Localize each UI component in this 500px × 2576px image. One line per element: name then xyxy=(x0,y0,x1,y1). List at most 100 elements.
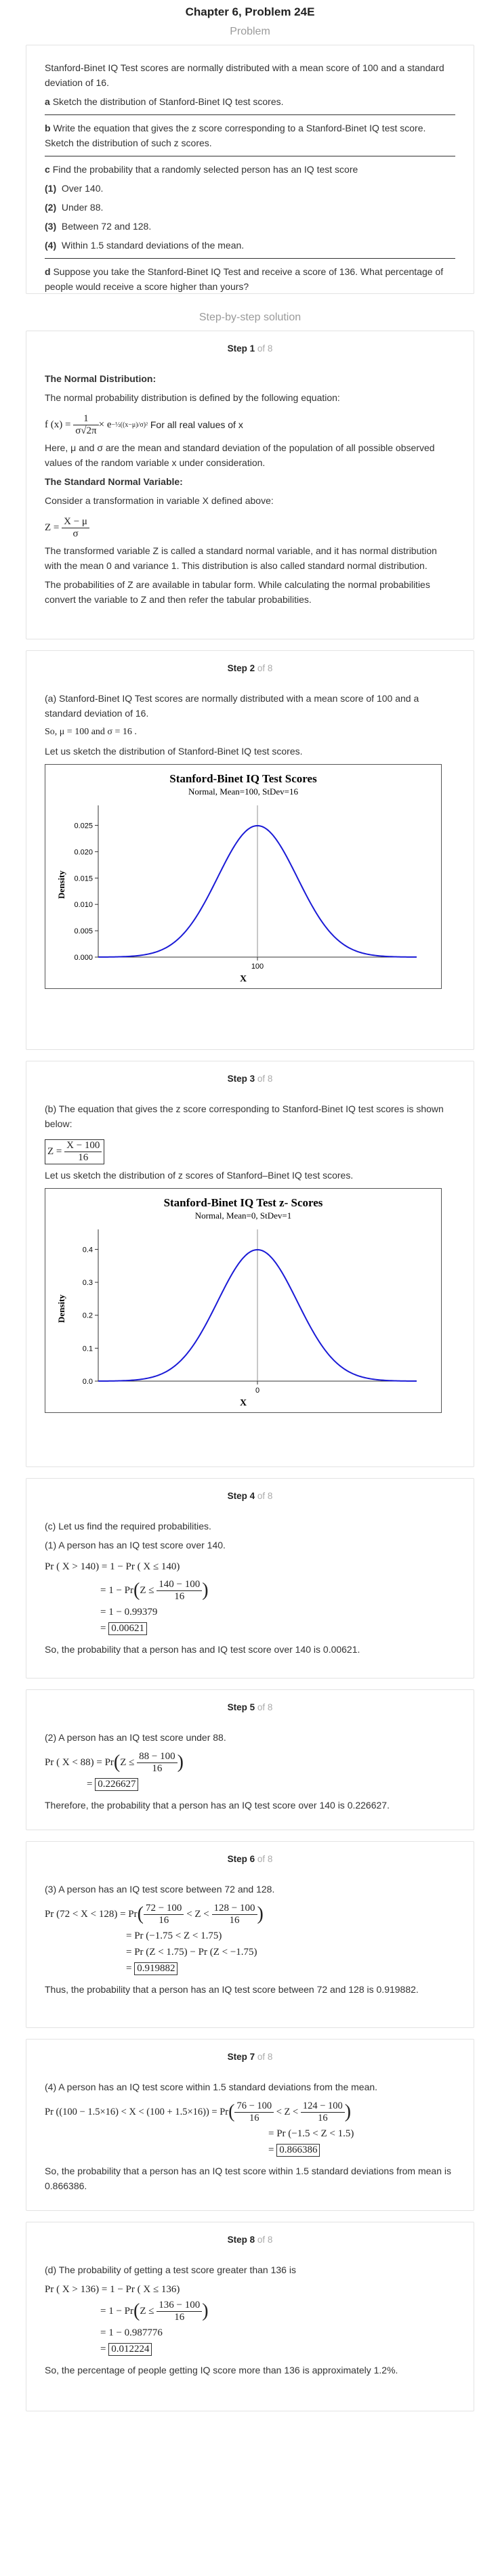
chart-subtitle: Normal, Mean=100, StDev=16 xyxy=(188,786,298,797)
x-axis-label: X xyxy=(240,1398,247,1408)
paren: ( xyxy=(228,2101,235,2122)
step-count: of 8 xyxy=(257,2052,273,2062)
eq-text: Z ≤ xyxy=(140,2305,154,2317)
step-text: (d) The probability of getting a test sc… xyxy=(45,2264,296,2275)
step-card-6: Step 6 of 8 (3) A person has an IQ test … xyxy=(26,1841,474,2028)
numerator: X − 100 xyxy=(64,1140,102,1152)
eq-line: = 0.866386 xyxy=(45,2142,455,2158)
y-axis-label: Density xyxy=(56,1294,66,1323)
numerator: 72 − 100 xyxy=(143,1903,184,1915)
denominator: 16 xyxy=(78,1152,89,1163)
y-tick-label: 0.020 xyxy=(74,848,93,856)
problem-part-d: d Suppose you take the Stanford-Binet IQ… xyxy=(45,264,455,294)
fraction: 128 − 100 16 xyxy=(211,1903,257,1926)
step-count: of 8 xyxy=(257,1854,273,1864)
eq-line: = 1 − Pr(Z ≤ 136 − 100 16) xyxy=(45,2298,455,2325)
step-text: The normal probability distribution is d… xyxy=(45,392,340,403)
denominator: 16 xyxy=(152,1762,163,1774)
iq-distribution-chart: Stanford-Binet IQ Test Scores Normal, Mea… xyxy=(45,764,442,989)
step-text: (b) The equation that gives the z score … xyxy=(45,1103,444,1129)
step-text: Here, μ and σ are the mean and standard … xyxy=(45,442,435,468)
eq-line: = 1 − Pr(Z ≤ 140 − 100 16) xyxy=(45,1577,455,1604)
numerator: 128 − 100 xyxy=(211,1903,257,1915)
item-text: Between 72 and 128. xyxy=(61,221,152,232)
eq-line: Pr ( X > 136) = 1 − Pr ( X ≤ 136) xyxy=(45,2283,180,2295)
problem-intro: Stanford-Binet IQ Test scores are normal… xyxy=(45,62,444,88)
eq-text: = 1 − Pr xyxy=(100,2305,134,2317)
y-tick-label: 0.3 xyxy=(83,1279,93,1287)
eq-line: = Pr (Z < 1.75) − Pr (Z < −1.75) xyxy=(126,1946,257,1958)
problem-card: Stanford-Binet IQ Test scores are normal… xyxy=(26,45,474,294)
step-text: (a) Stanford-Binet IQ Test scores are no… xyxy=(45,693,419,719)
step-text: So, the percentage of people getting IQ … xyxy=(45,2365,398,2376)
z-score-equation: Z = X − 100 16 xyxy=(45,1135,455,1168)
step-text: Therefore, the probability that a person… xyxy=(45,1800,390,1811)
z-distribution-chart: Stanford-Binet IQ Test z- Scores Normal, … xyxy=(45,1188,442,1413)
fraction: 1 σ√2π xyxy=(73,413,99,437)
y-tick-label: 0.0 xyxy=(83,1378,93,1386)
paren: ( xyxy=(133,2300,140,2321)
step-title: Step 3 of 8 xyxy=(45,1074,455,1084)
step-label: Step 6 xyxy=(227,1854,255,1864)
step-text: So, μ = 100 and σ = 16 . xyxy=(45,727,137,737)
fraction: 88 − 100 16 xyxy=(137,1751,178,1775)
normal-pdf-equation: f (x) = 1 σ√2π × e −½((x−μ)/σ)² For all re… xyxy=(45,409,455,440)
density-curve xyxy=(98,1248,417,1382)
boxed-answer: 0.00621 xyxy=(108,1622,147,1635)
step-text: So, the probability that a person has an… xyxy=(45,1644,360,1655)
divider xyxy=(45,114,455,115)
step-count: of 8 xyxy=(257,1702,273,1712)
step-text: (c) Let us find the required probabiliti… xyxy=(45,1521,211,1532)
divider xyxy=(45,258,455,259)
denominator: 16 xyxy=(174,2311,185,2323)
eq-line: Pr ( X < 88) = Pr(Z ≤ 88 − 100 16) xyxy=(45,1749,455,1776)
eq-line: = 1 − 0.987776 xyxy=(100,2327,163,2338)
y-axis-label: Density xyxy=(56,870,66,899)
eq-lhs: Z = xyxy=(47,1145,62,1157)
part-text: Write the equation that gives the z scor… xyxy=(45,123,426,148)
numerator: 1 xyxy=(73,413,99,425)
list-item: (4) Within 1.5 standard deviations of th… xyxy=(45,238,455,253)
step-text: Thus, the probability that a person has … xyxy=(45,1984,419,1995)
step-label: Step 7 xyxy=(227,2052,255,2062)
boxed-answer: 0.919882 xyxy=(134,1962,178,1975)
paren: ) xyxy=(344,2101,352,2122)
step-label: Step 4 xyxy=(227,1491,255,1501)
paren: ) xyxy=(257,1903,264,1924)
x-tick-label: 100 xyxy=(251,963,264,971)
boxed-answer: 0.012224 xyxy=(108,2342,152,2356)
step-text: (4) A person has an IQ test score within… xyxy=(45,2082,378,2092)
step-label: Step 5 xyxy=(227,1702,255,1712)
eq-line: Pr ( X > 140) = 1 − Pr ( X ≤ 140) xyxy=(45,1561,180,1572)
step-card-5: Step 5 of 8 (2) A person has an IQ test … xyxy=(26,1689,474,1830)
step-count: of 8 xyxy=(257,663,273,673)
step-subheading: The Standard Normal Variable: xyxy=(45,476,183,487)
step-label: Step 3 xyxy=(227,1074,255,1084)
paren: ( xyxy=(133,1580,140,1601)
numerator: 136 − 100 xyxy=(157,2300,203,2312)
eq-text: = 1 − Pr xyxy=(100,1584,134,1596)
fraction: 136 − 100 16 xyxy=(157,2300,203,2323)
part-text: Find the probability that a randomly sel… xyxy=(52,164,358,175)
paren: ) xyxy=(177,1752,184,1773)
eq-note: For all real values of x xyxy=(150,419,243,430)
eq-text: Pr ( X < 88) = Pr xyxy=(45,1756,114,1768)
paren: ) xyxy=(202,2300,209,2321)
step-title: Step 6 of 8 xyxy=(45,1854,455,1864)
problem-part-a: a Sketch the distribution of Stanford-Bi… xyxy=(45,94,455,109)
step-title: Step 8 of 8 xyxy=(45,2235,455,2245)
eq-text: Pr (72 < X < 128) = Pr xyxy=(45,1908,138,1920)
step-count: of 8 xyxy=(257,2235,273,2245)
list-item: (1) Over 140. xyxy=(45,181,455,196)
item-text: Within 1.5 standard deviations of the me… xyxy=(61,240,245,251)
eq-line: = 0.919882 xyxy=(45,1960,455,1977)
step-card-4: Step 4 of 8 (c) Let us find the required… xyxy=(26,1478,474,1678)
step-text: The transformed variable Z is called a s… xyxy=(45,545,437,571)
step-label: Step 2 xyxy=(227,663,255,673)
eq-exponent: −½((x−μ)/σ)² xyxy=(111,421,148,429)
step-label: Step 1 xyxy=(227,343,255,354)
part-letter: d xyxy=(45,266,51,277)
